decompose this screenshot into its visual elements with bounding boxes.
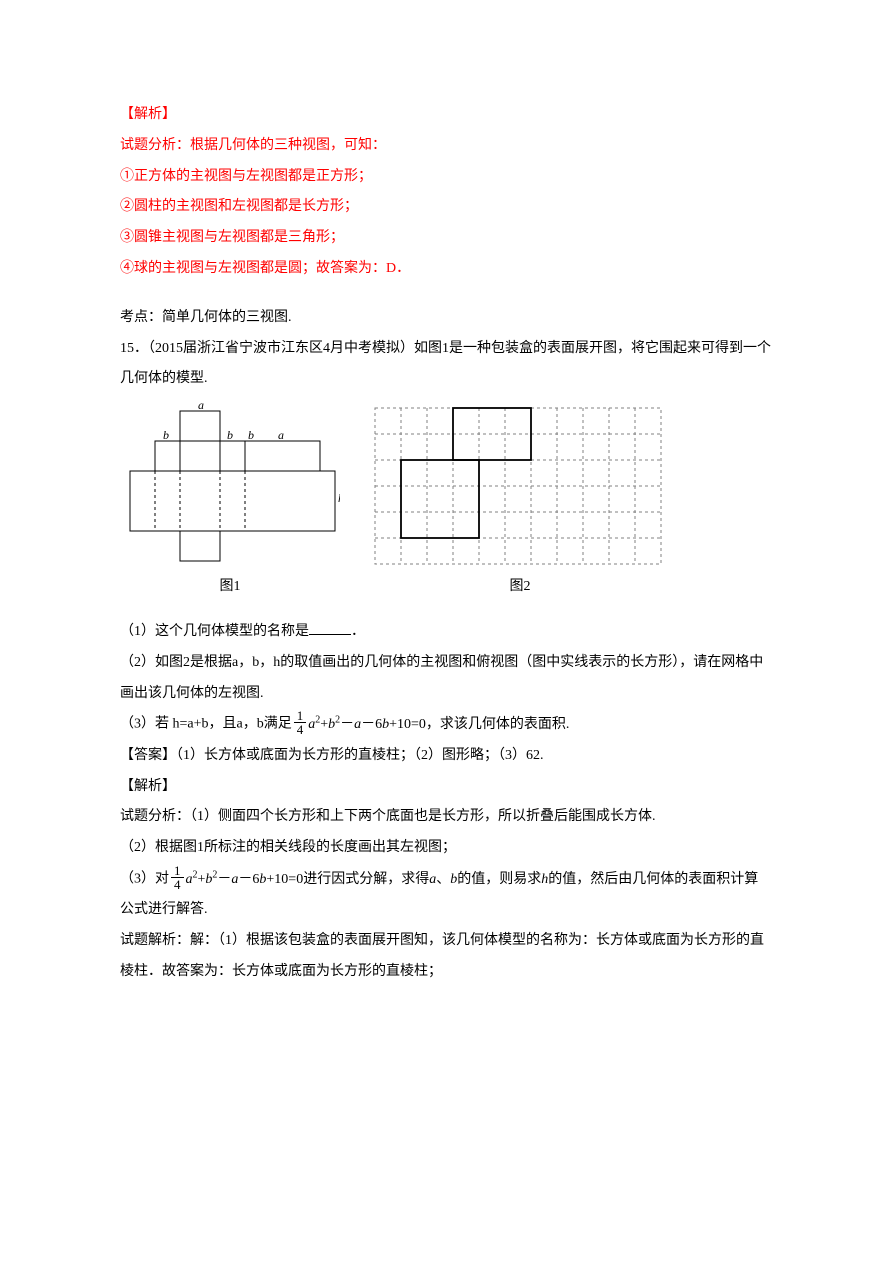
caption-fig2: 图2 xyxy=(370,572,670,603)
blank-line xyxy=(309,620,351,635)
analysis-item-2: ②圆柱的主视图和左视图都是长方形； xyxy=(120,192,772,223)
sub-q3-b: a2+b2－a－6b+10=0，求该几何体的表面积. xyxy=(308,717,569,732)
analysis2-title: 【解析】 xyxy=(120,772,772,803)
analysis2-p3-a: （3）对 xyxy=(120,872,169,887)
sub-q1: （1）这个几何体模型的名称是 ． xyxy=(120,617,772,648)
figure-row: a b b b a h xyxy=(120,403,772,568)
label-h: h xyxy=(338,491,340,505)
analysis2-p3: （3）对14a2+b2－a－6b+10=0进行因式分解，求得a、b的值，则易求h… xyxy=(120,864,772,926)
caption-fig1: 图1 xyxy=(120,572,340,603)
figure-2-svg xyxy=(370,403,670,568)
analysis-item-3: ③圆锥主视图与左视图都是三角形； xyxy=(120,223,772,254)
fraction-1over4-a: 14 xyxy=(294,709,307,736)
sub-q3: （3）若 h=a+b，且a，b满足14a2+b2－a－6b+10=0，求该几何体… xyxy=(120,709,772,740)
sub-q2: （2）如图2是根据a，b，h的取值画出的几何体的主视图和俯视图（图中实线表示的长… xyxy=(120,648,772,710)
analysis-intro: 试题分析：根据几何体的三种视图，可知： xyxy=(120,131,772,162)
answer: 【答案】（1）长方体或底面为长方形的直棱柱；（2）图形略；（3）62. xyxy=(120,741,772,772)
figure-1-svg: a b b b a h xyxy=(120,403,340,568)
label-a-right: a xyxy=(278,428,284,442)
analysis2-p3-b: a2+b2－a－6b+10=0进行因式分解，求得a、b的值，则易求h的值，然后由… xyxy=(120,872,758,918)
analysis2-p2: （2）根据图1所标注的相关线段的长度画出其左视图； xyxy=(120,833,772,864)
analysis2-p1: 试题分析：（1）侧面四个长方形和上下两个底面也是长方形，所以折叠后能围成长方体. xyxy=(120,802,772,833)
analysis-item-4: ④球的主视图与左视图都是圆；故答案为：D． xyxy=(120,254,772,285)
figure-1: a b b b a h xyxy=(120,403,340,568)
analysis-item-1: ①正方体的主视图与左视图都是正方形； xyxy=(120,162,772,193)
figure-2 xyxy=(370,403,670,568)
label-b-2: b xyxy=(227,428,233,442)
label-b-3: b xyxy=(248,428,254,442)
sub-q1-text-b: ． xyxy=(351,624,365,639)
q15-intro: 15．（2015届浙江省宁波市江东区4月中考模拟）如图1是一种包装盒的表面展开图… xyxy=(120,334,772,396)
figure-captions: 图1 图2 xyxy=(120,572,772,603)
fraction-1over4-b: 14 xyxy=(171,864,184,891)
analysis-title: 【解析】 xyxy=(120,100,772,131)
label-a-top: a xyxy=(198,403,204,412)
label-b-1: b xyxy=(163,428,169,442)
analysis2-p4: 试题解析：解：（1）根据该包装盒的表面展开图知，该几何体模型的名称为：长方体或底… xyxy=(120,926,772,988)
sub-q3-a: （3）若 h=a+b，且a，b满足 xyxy=(120,717,292,732)
kaodian: 考点：简单几何体的三视图. xyxy=(120,303,772,334)
sub-q1-text-a: （1）这个几何体模型的名称是 xyxy=(120,624,309,639)
